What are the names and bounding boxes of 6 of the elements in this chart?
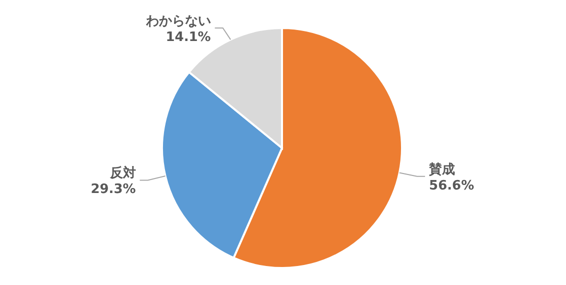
data-label: 29.3% [90,182,136,198]
data-label: 14.1% [166,30,211,45]
slice-label: わからない [144,14,211,29]
data-label: 56.6% [429,178,474,194]
slice-label: 賛成 [428,161,456,178]
slice-label: 反対 [108,165,136,182]
